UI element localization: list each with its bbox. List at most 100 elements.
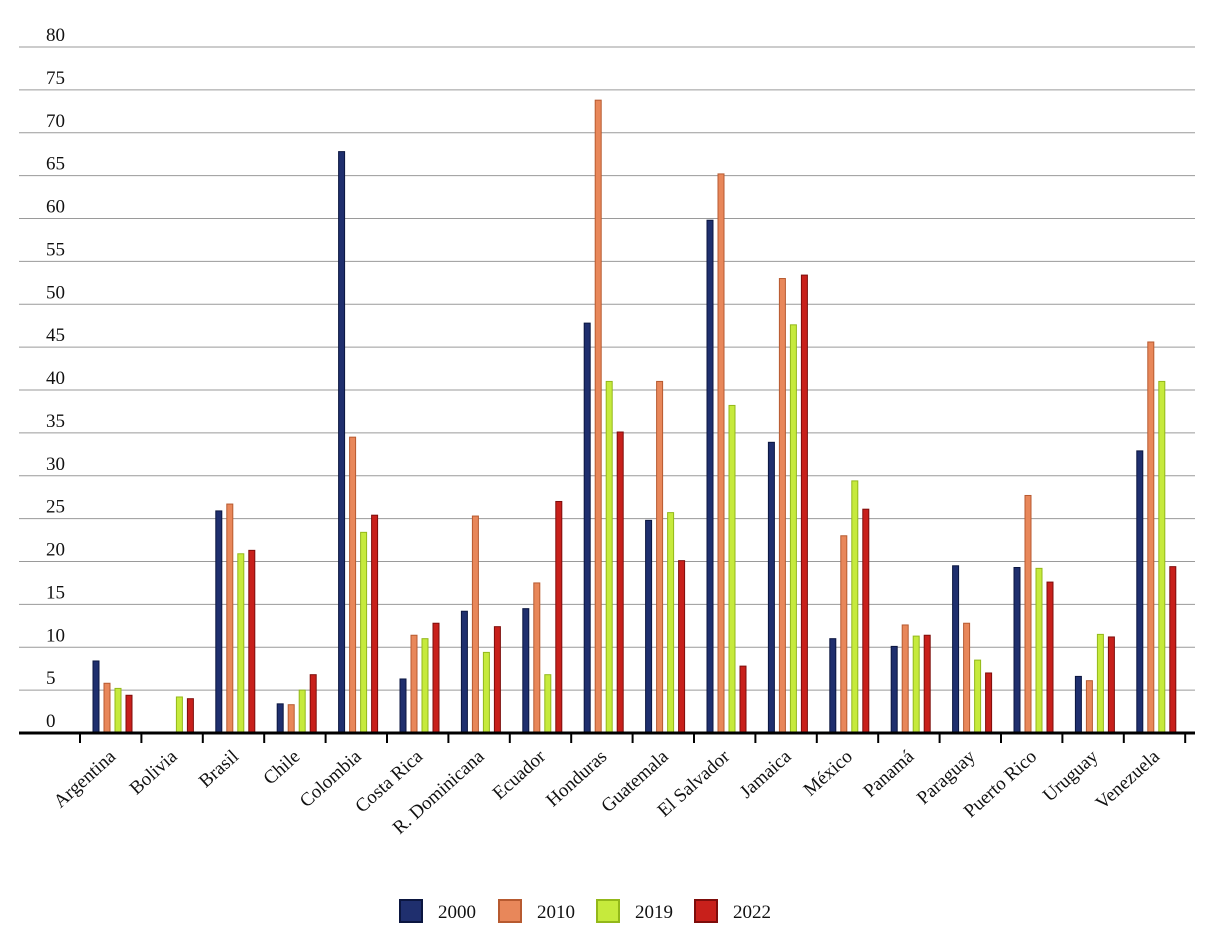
y-tick-label: 35 [46, 411, 65, 432]
bar-2022-puerto-rico [1046, 581, 1054, 734]
y-axis-tick-labels: 0 5 10 15 20 25 30 35 40 45 50 55 60 65 70 75 80 [46, 25, 65, 732]
x-tick-label: Venezuela [1092, 746, 1164, 814]
legend-item-2019: 2019 [596, 899, 673, 923]
bar-2010-costa-rica [410, 634, 418, 734]
bar-2000-chile [276, 703, 284, 734]
x-tick-label: México [800, 746, 857, 800]
y-tick-label: 30 [46, 454, 65, 475]
bar-2022-chile [309, 674, 317, 734]
bar-2000-m-xico [829, 638, 837, 734]
bar-2010-r-dominicana [471, 515, 479, 734]
x-axis [19, 731, 1195, 743]
bar-2022-venezuela [1169, 566, 1177, 734]
legend-item-2010: 2010 [498, 899, 575, 923]
bar-2010-uruguay [1085, 680, 1093, 734]
y-tick-label: 65 [46, 154, 65, 175]
y-tick-label: 55 [46, 239, 65, 260]
bar-2019-r-dominicana [482, 651, 490, 734]
bar-2010-colombia [349, 436, 357, 734]
bars [92, 99, 1177, 734]
bar-2000-honduras [583, 322, 591, 734]
bar-2022-ecuador [555, 500, 563, 734]
bar-2000-costa-rica [399, 678, 407, 734]
x-axis-category-labels: Argentina Bolivia Brasil ChileColombiaCosta… [50, 746, 1164, 839]
bar-2019-guatemala [667, 512, 675, 734]
bar-2000-colombia [338, 151, 346, 734]
bar-2022-uruguay [1107, 636, 1115, 734]
bar-2000-paraguay [952, 565, 960, 734]
legend-label: 2019 [635, 902, 673, 923]
bar-2000-argentina [92, 660, 100, 734]
bar-2022-brasil [248, 549, 256, 734]
x-tick-label: Jamaica [736, 746, 796, 803]
bar-2022-honduras [616, 431, 624, 734]
bar-2022-jamaica [800, 274, 808, 734]
y-tick-label: 15 [46, 582, 65, 603]
legend-swatch [596, 899, 620, 923]
bar-2010-el-salvador [717, 173, 725, 734]
y-tick-label: 75 [46, 68, 65, 89]
bar-2010-paraguay [963, 622, 971, 734]
bar-2000-ecuador [522, 608, 530, 734]
y-tick-label: 70 [46, 111, 65, 132]
legend-label: 2022 [733, 902, 771, 923]
bar-2000-panam- [890, 645, 898, 734]
bar-2019-uruguay [1096, 633, 1104, 734]
legend-swatch [694, 899, 718, 923]
bar-2010-panam- [901, 624, 909, 734]
bar-2022-bolivia [186, 698, 194, 734]
bar-2019-jamaica [789, 324, 797, 734]
y-tick-label: 40 [46, 368, 65, 389]
bar-2019-chile [298, 689, 306, 734]
bar-2000-r-dominicana [460, 610, 468, 734]
bar-2010-ecuador [533, 582, 541, 734]
y-tick-label: 80 [46, 25, 65, 46]
bar-2000-el-salvador [706, 219, 714, 734]
bar-2019-colombia [360, 531, 368, 734]
y-tick-label: 45 [46, 325, 65, 346]
bar-2022-paraguay [985, 672, 993, 734]
y-tick-label: 5 [46, 668, 56, 689]
y-tick-label: 20 [46, 540, 65, 561]
bar-2022-costa-rica [432, 622, 440, 734]
bar-2022-guatemala [678, 560, 686, 734]
bar-2000-brasil [215, 510, 223, 734]
bar-2022-r-dominicana [493, 626, 501, 734]
bar-2019-argentina [114, 687, 122, 734]
bar-2010-brasil [226, 503, 234, 734]
bar-2010-argentina [103, 682, 111, 734]
x-tick-label: Argentina [50, 746, 121, 813]
bar-2000-puerto-rico [1013, 567, 1021, 734]
bar-2019-venezuela [1158, 380, 1166, 734]
bar-2019-el-salvador [728, 404, 736, 734]
bar-2019-panam- [912, 635, 920, 734]
bar-2019-m-xico [851, 480, 859, 734]
bar-2019-ecuador [544, 674, 552, 734]
legend-label: 2010 [537, 902, 575, 923]
bar-2000-jamaica [767, 441, 775, 734]
bar-2019-puerto-rico [1035, 567, 1043, 734]
bar-2019-paraguay [974, 659, 982, 734]
legend-swatch [498, 899, 522, 923]
legend: 2000 2010 2019 2022 [399, 899, 771, 923]
bar-2022-m-xico [862, 508, 870, 734]
bar-2019-bolivia [175, 696, 183, 734]
legend-label: 2000 [438, 902, 476, 923]
bar-2010-jamaica [778, 278, 786, 734]
y-tick-label: 25 [46, 497, 65, 518]
bar-2000-venezuela [1136, 450, 1144, 734]
bar-2019-costa-rica [421, 638, 429, 734]
bar-2010-venezuela [1147, 341, 1155, 734]
y-tick-label: 0 [46, 711, 56, 732]
bar-2022-colombia [371, 514, 379, 734]
legend-swatch [399, 899, 423, 923]
y-tick-label: 60 [46, 197, 65, 218]
bar-2010-chile [287, 704, 295, 734]
bar-2010-guatemala [656, 380, 664, 734]
x-tick-label: Panamá [859, 746, 918, 802]
legend-item-2022: 2022 [694, 899, 771, 923]
bar-2022-panam- [923, 634, 931, 734]
legend-item-2000: 2000 [399, 899, 476, 923]
